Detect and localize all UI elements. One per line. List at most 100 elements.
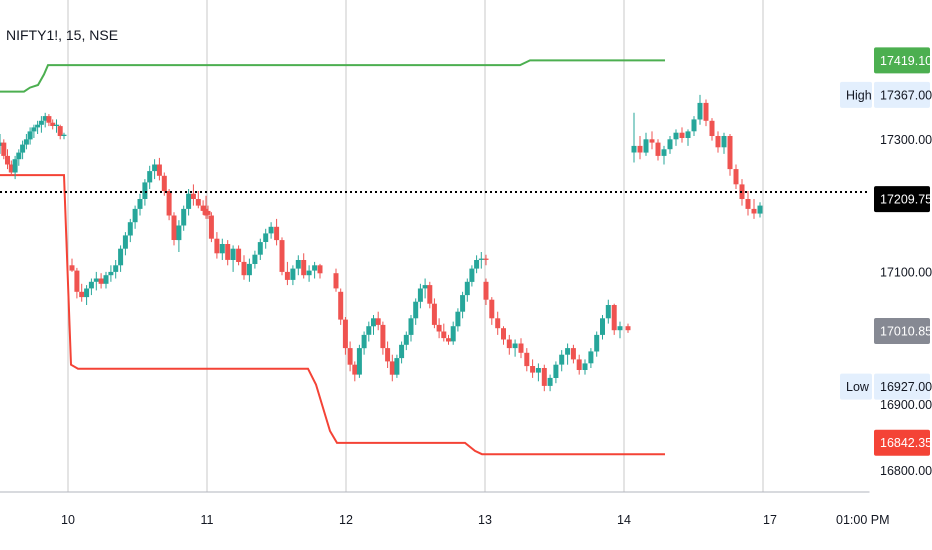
candle-body: [441, 331, 447, 339]
candle-body: [709, 120, 715, 136]
candle: [417, 283, 423, 309]
side-label-box: [840, 81, 872, 108]
candle-body: [42, 116, 48, 121]
candle: [356, 344, 362, 378]
candle: [389, 354, 395, 382]
candle: [142, 179, 148, 206]
candle-body: [171, 215, 177, 240]
candle-body: [16, 152, 22, 160]
time-tick-label: 01:00 PM: [836, 513, 890, 527]
candle: [225, 240, 231, 266]
candle-body: [50, 122, 56, 126]
candle-body: [152, 164, 158, 172]
candle-body: [637, 145, 643, 153]
candle-body: [751, 208, 757, 214]
candle: [246, 258, 252, 282]
candle-body: [263, 233, 269, 242]
candle-body: [371, 318, 376, 327]
candle: [1, 139, 7, 160]
candle-body: [366, 326, 372, 335]
candle-body: [252, 254, 258, 264]
candle: [103, 271, 109, 289]
candle-body: [103, 275, 109, 284]
candle-body: [460, 295, 466, 312]
candle: [257, 238, 263, 260]
candle-body: [122, 235, 128, 249]
candle: [530, 359, 536, 378]
candle-body: [673, 132, 679, 140]
candle-body: [501, 328, 506, 340]
candle-body: [35, 124, 41, 128]
candle-body: [464, 281, 470, 296]
candle-body: [46, 116, 52, 123]
candle-body: [203, 208, 209, 216]
candle: [203, 195, 209, 219]
candle-body: [361, 334, 367, 349]
candle-body: [489, 299, 495, 319]
candle-body: [186, 193, 192, 209]
candle-body: [279, 240, 285, 272]
candle: [16, 149, 22, 166]
candle-body: [127, 222, 133, 236]
candle: [594, 331, 600, 357]
candle-body: [257, 242, 263, 255]
candle: [489, 297, 495, 325]
candle: [751, 199, 757, 219]
candle: [541, 364, 547, 392]
candle: [483, 254, 489, 266]
candle: [84, 285, 90, 305]
candle: [219, 238, 225, 260]
candle: [252, 250, 258, 269]
side-label-low: Low: [840, 373, 872, 400]
candle: [279, 237, 285, 276]
candle: [524, 348, 530, 372]
candle-body: [5, 155, 10, 165]
candle-body: [427, 285, 433, 304]
candle-body: [611, 305, 617, 331]
candle: [408, 315, 414, 342]
candle-body: [352, 364, 358, 375]
candle: [436, 318, 442, 339]
candle-body: [483, 258, 489, 260]
candle-body: [274, 226, 280, 241]
candle: [637, 136, 643, 160]
candle: [703, 99, 709, 127]
candle-body: [88, 281, 94, 289]
price-label-low-line: 16842.35: [874, 429, 932, 456]
time-tick-label: 17: [763, 513, 777, 527]
candle-body: [530, 366, 536, 373]
candle: [745, 191, 751, 216]
candle-body: [284, 271, 290, 280]
candle-body: [691, 119, 697, 132]
candle: [441, 323, 447, 342]
candle: [464, 278, 470, 302]
candle: [42, 112, 48, 128]
candle: [697, 94, 703, 125]
candle: [342, 317, 348, 355]
candle-body: [12, 159, 18, 173]
candle-body: [667, 139, 673, 150]
candle-body: [559, 354, 565, 365]
candle: [715, 131, 721, 153]
candle: [757, 202, 763, 218]
candle-body: [181, 208, 187, 226]
candle: [23, 134, 29, 150]
candle-body: [524, 352, 530, 367]
price-label-text: 17419.10: [880, 54, 932, 68]
side-label-text: High: [846, 88, 872, 102]
candle-body: [306, 270, 312, 276]
candle-body: [403, 334, 409, 345]
price-label-low: 16927.00: [874, 373, 932, 400]
price-label-prev-close: 17010.85: [874, 318, 932, 344]
candle-body: [375, 318, 381, 325]
candle: [559, 350, 565, 372]
candle: [98, 273, 104, 289]
candle-body: [455, 311, 461, 327]
candle-body: [506, 339, 512, 349]
candle: [399, 341, 405, 364]
price-label-box: [874, 81, 930, 108]
candle-body: [8, 164, 14, 173]
candle-body: [84, 288, 90, 298]
candle: [93, 271, 99, 291]
candle: [186, 189, 192, 216]
